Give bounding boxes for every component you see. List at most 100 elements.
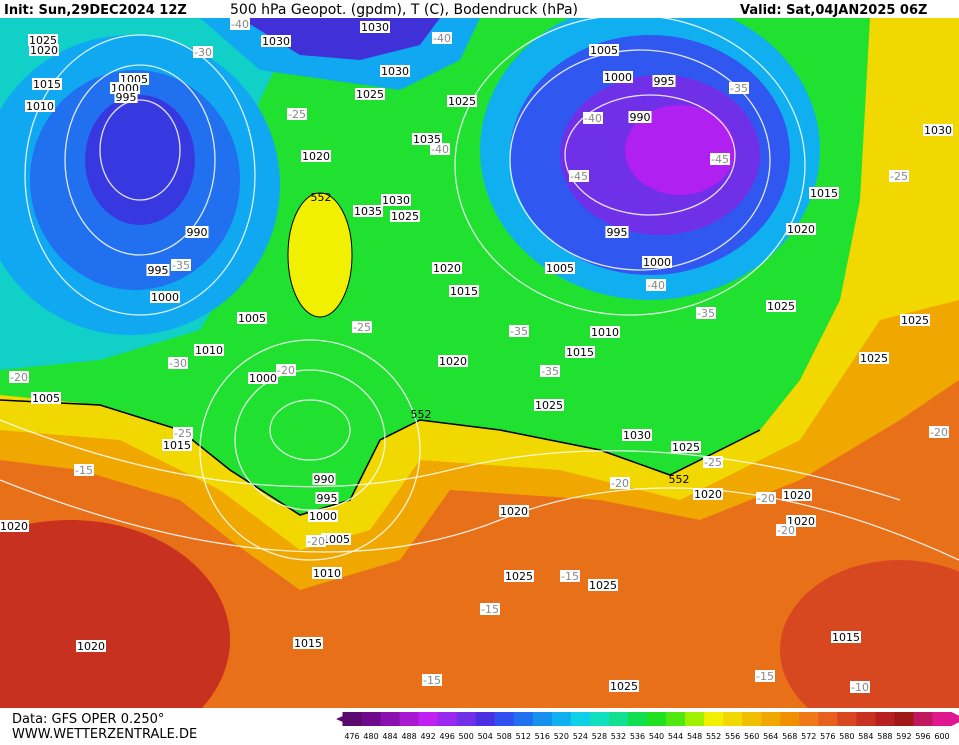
isobar-label-box — [809, 187, 839, 199]
isobar-label: 1025 — [391, 210, 419, 223]
temperature-label-box — [509, 325, 529, 337]
colorbar-label: 532 — [611, 732, 626, 741]
temperature-label-box — [171, 259, 191, 271]
colorbar-swatch — [380, 712, 401, 726]
temperature-label-box — [422, 674, 442, 686]
isobar-label-box — [360, 21, 390, 33]
temperature-label: -15 — [756, 670, 774, 683]
colorbar-swatch — [570, 712, 591, 726]
isobar-label-box — [25, 100, 55, 112]
colorbar-swatch — [608, 712, 629, 726]
temperature-label: -20 — [777, 524, 795, 537]
isobar-label: 1000 — [643, 256, 671, 269]
isobar-label: 995 — [116, 91, 137, 104]
isobar-label: 1030 — [623, 429, 651, 442]
colorbar-label: 580 — [839, 732, 854, 741]
isobar-label: 1025 — [535, 399, 563, 412]
temperature-label-box — [583, 112, 603, 124]
isobar-label: 1025 — [29, 34, 57, 47]
map-labels: 1030103010251020101510101005100099510301… — [0, 18, 953, 694]
colorbar-label: 516 — [535, 732, 550, 741]
temperature-label-box — [287, 108, 307, 120]
isobar-label: 1020 — [433, 262, 461, 275]
isobar-label-box — [114, 91, 138, 103]
temperature-label-box — [230, 18, 250, 30]
isobar-label-box — [786, 223, 816, 235]
colorbar-swatch — [894, 712, 914, 726]
temperature-label-box — [569, 170, 589, 182]
isobar-label: 1035 — [413, 133, 441, 146]
isobar-label-box — [545, 262, 575, 274]
colorbar-label: 540 — [649, 732, 664, 741]
isobar-label: 1025 — [505, 570, 533, 583]
isobar-label: 1025 — [610, 680, 638, 693]
colorbar-label: 508 — [497, 732, 512, 741]
colorbar-label: 568 — [782, 732, 797, 741]
isobar-label-box — [312, 473, 336, 485]
geopotential-label: 552 — [411, 408, 432, 421]
temperature-label: -15 — [481, 603, 499, 616]
isobar-label: 1030 — [361, 21, 389, 34]
colorbar-label: 596 — [915, 732, 930, 741]
isobar-label: 1025 — [448, 95, 476, 108]
isobar-label: 1020 — [500, 505, 528, 518]
colorbar-swatch — [913, 712, 933, 726]
isobar-label: 990 — [187, 226, 208, 239]
isobar-label-box — [589, 44, 619, 56]
isobar-label: 1010 — [195, 344, 223, 357]
isobar-label: 1025 — [860, 352, 888, 365]
isobar-label-box — [622, 429, 652, 441]
temperature-label-box — [74, 464, 94, 476]
isobar-label-box — [308, 510, 338, 522]
colorbar-swatch — [494, 712, 515, 726]
colorbar: 476 480 484 488 492 496 500 504 508 512 516 520 524 5… — [336, 712, 959, 741]
geopotential-label: 552 — [311, 191, 332, 204]
isobar-label-box — [412, 133, 442, 145]
isobar-label-box — [590, 326, 620, 338]
isobar-label-box — [146, 264, 170, 276]
temperature-label-box — [755, 670, 775, 682]
isobar-label: 1035 — [354, 205, 382, 218]
data-source: Data: GFS OPER 0.250° — [12, 712, 164, 727]
colorbar-swatch — [399, 712, 420, 726]
isobar-label-box — [28, 34, 58, 46]
temperature-label-box — [173, 427, 193, 439]
colorbar-label: 528 — [592, 732, 607, 741]
isobar-label: 1030 — [262, 35, 290, 48]
temperature-label: -35 — [697, 307, 715, 320]
colorbar-swatch — [875, 712, 895, 726]
valid-time: Valid: Sat,04JAN2025 06Z — [740, 3, 927, 18]
isobar-label-box — [355, 88, 385, 100]
isobar-label: 1020 — [302, 150, 330, 163]
isobar-label: 1005 — [590, 44, 618, 57]
colorbar-label: 588 — [877, 732, 892, 741]
temperature-label-box — [276, 364, 296, 376]
temperature-label-box — [610, 477, 630, 489]
temperature-label-box — [9, 371, 29, 383]
temperature-label: -35 — [510, 325, 528, 338]
colorbar-label: 576 — [820, 732, 835, 741]
temperature-label-box — [850, 681, 870, 693]
temperature-label-box — [929, 426, 949, 438]
isobar-label: 1025 — [589, 579, 617, 592]
isobar-label-box — [380, 65, 410, 77]
isobar-label-box — [31, 392, 61, 404]
isobar-label: 990 — [630, 111, 651, 124]
temperature-label: -40 — [647, 279, 665, 292]
colorbar-label: 476 — [344, 732, 359, 741]
isobar-label: 1020 — [30, 44, 58, 57]
colorbar-label: 600 — [934, 732, 949, 741]
colorbar-label: 592 — [896, 732, 911, 741]
colorbar-swatch — [742, 712, 762, 726]
colorbar-label: 520 — [554, 732, 569, 741]
temperature-label: -25 — [353, 321, 371, 334]
isobar-label: 1030 — [381, 65, 409, 78]
colorbar-swatch — [437, 712, 458, 726]
colorbar-label: 560 — [744, 732, 759, 741]
colorbar-label: 552 — [706, 732, 721, 741]
temperature-label: -20 — [10, 371, 28, 384]
colorbar-swatch — [818, 712, 838, 726]
colorbar-label: 564 — [763, 732, 778, 741]
isobar-label-box — [605, 226, 629, 238]
